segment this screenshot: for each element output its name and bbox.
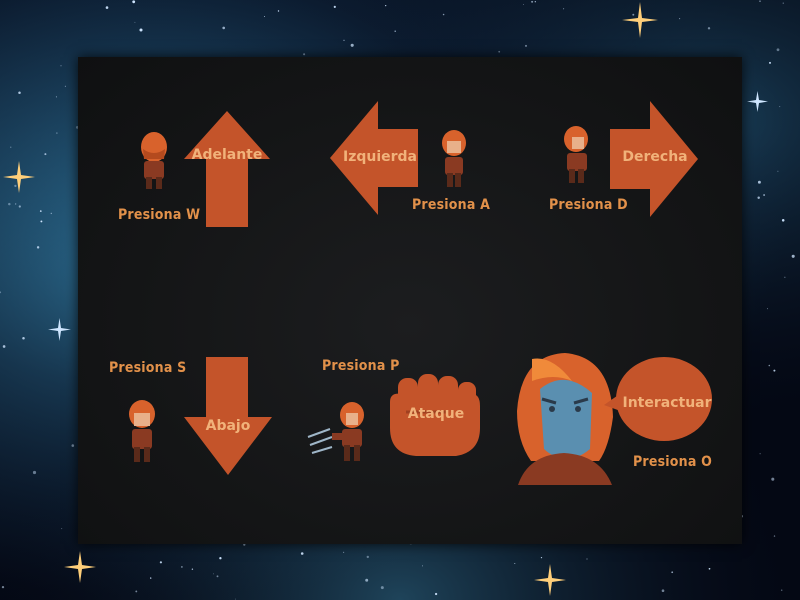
arrow-up-icon bbox=[184, 111, 270, 227]
press-a-label: Presiona A bbox=[412, 197, 491, 213]
press-s-label: Presiona S bbox=[109, 360, 187, 376]
adelante-text: Adelante bbox=[191, 147, 263, 163]
press-p-label: Presiona P bbox=[322, 358, 400, 374]
controls-panel: Presiona W Adelante Izquierda Presiona A… bbox=[78, 57, 742, 544]
arrow-down-icon bbox=[184, 357, 272, 475]
character-sprite-back bbox=[141, 132, 167, 189]
sparkle-star-icon bbox=[3, 2, 768, 596]
press-o-label: Presiona O bbox=[633, 454, 713, 470]
press-d-label: Presiona D bbox=[549, 197, 628, 213]
character-sprite-attack bbox=[307, 402, 364, 461]
character-portrait bbox=[517, 353, 613, 485]
arrow-right-icon bbox=[610, 101, 698, 217]
derecha-text: Derecha bbox=[622, 149, 688, 165]
character-sprite-side bbox=[564, 126, 588, 183]
ataque-text: Ataque bbox=[407, 406, 465, 422]
abajo-text: Abajo bbox=[205, 418, 251, 434]
speech-bubble-icon bbox=[604, 357, 712, 441]
character-sprite-front-walk bbox=[129, 400, 155, 462]
fist-icon bbox=[390, 374, 480, 456]
character-sprite-front bbox=[442, 130, 466, 187]
arrow-left-icon bbox=[330, 101, 418, 215]
press-w-label: Presiona W bbox=[118, 207, 201, 223]
izquierda-text: Izquierda bbox=[342, 149, 417, 165]
interactuar-text: Interactuar bbox=[622, 395, 712, 411]
